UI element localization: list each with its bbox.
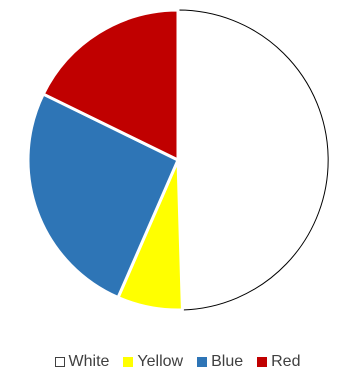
- pie-slice-white: [177, 9, 329, 311]
- pie-slice-red: [41, 8, 180, 162]
- legend-swatch-white: [54, 357, 65, 367]
- legend-label-white: White: [68, 353, 110, 370]
- legend-label-yellow: Yellow: [137, 353, 184, 370]
- legend-swatch-red: [257, 357, 268, 367]
- legend-swatch-blue: [197, 357, 208, 367]
- legend-swatch-yellow: [123, 357, 134, 367]
- legend-item-red: Red: [257, 353, 300, 371]
- legend-label-blue: Blue: [211, 353, 244, 370]
- legend-item-white: White: [54, 353, 110, 371]
- legend-label-red: Red: [271, 353, 301, 370]
- legend: White Yellow Blue Red: [0, 350, 355, 374]
- pie-slice-blue: [26, 92, 180, 300]
- legend-item-yellow: Yellow: [123, 353, 183, 371]
- legend-item-blue: Blue: [197, 353, 243, 371]
